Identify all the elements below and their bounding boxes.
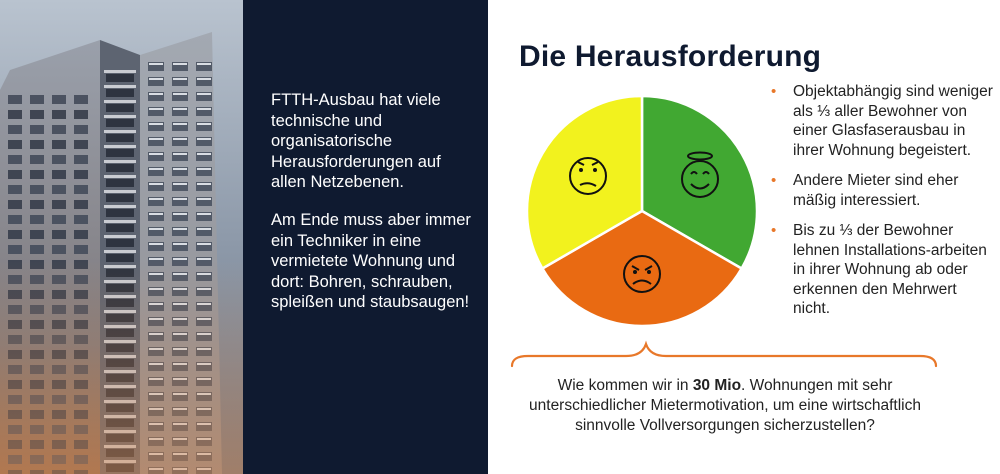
intro-paragraph-2: Am Ende muss aber immer ein Techniker in… [271, 211, 471, 311]
question-text: Wie kommen wir in 30 Mio. Wohnungen mit … [529, 377, 921, 434]
building-photo [0, 0, 243, 474]
confused-face-icon [569, 157, 607, 195]
curly-brace [508, 340, 940, 374]
intro-paragraph-1: FTTH-Ausbau hat viele technische und org… [271, 91, 441, 191]
bullet-dot-icon: • [771, 172, 777, 189]
pie-segment-yellow [525, 94, 644, 271]
motivation-pie [522, 86, 762, 336]
happy-angel-face-icon [681, 151, 719, 198]
bullet-dot-icon: • [771, 83, 777, 100]
slide-title: Die Herausforderung [519, 40, 822, 73]
bullet-item: • Bis zu ⅓ der Bewohner lehnen Installati… [771, 222, 987, 317]
intro-panel: FTTH-Ausbau hat viele technische und org… [243, 0, 488, 474]
angry-face-icon [623, 255, 661, 293]
pie-segment-green [640, 94, 759, 271]
bullet-item: • Andere Mieter sind eher mäßig interessi… [771, 172, 959, 209]
pie-segment-orange [540, 209, 744, 328]
bullet-list: • Objektabhängig sind weniger als ⅓ aller… [768, 82, 993, 330]
bullet-item: • Objektabhängig sind weniger als ⅓ aller… [771, 83, 993, 159]
bullet-dot-icon: • [771, 222, 777, 239]
